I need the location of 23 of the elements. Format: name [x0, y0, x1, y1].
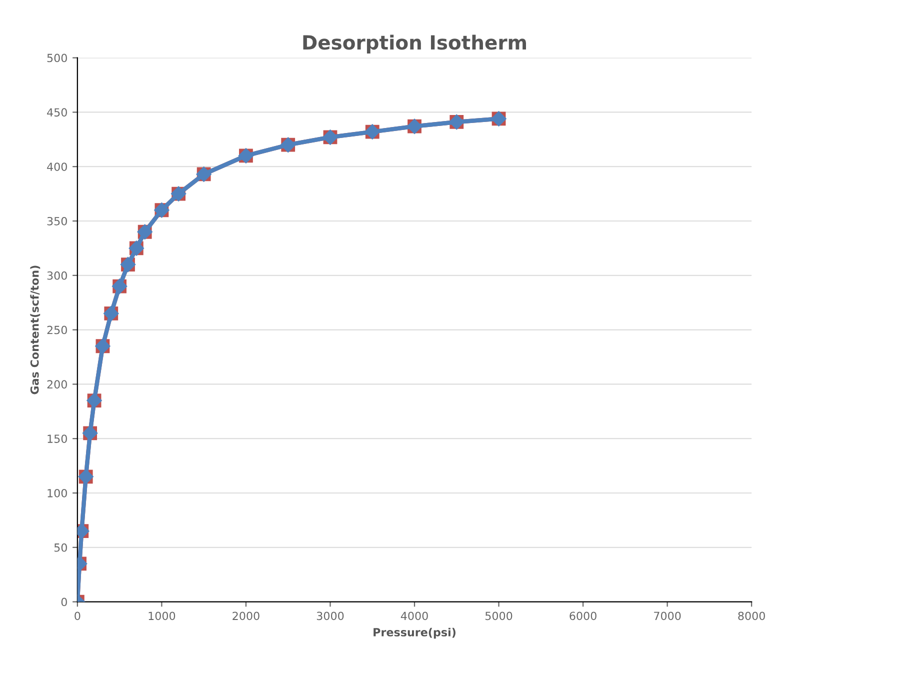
- x-tick-label: 3000: [316, 612, 344, 620]
- x-tick-label: 6000: [570, 612, 596, 620]
- x-tick-label: 5000: [485, 612, 512, 620]
- x-axis-title: Pressure(psi): [374, 628, 456, 639]
- y-axis-title: Gas Content(scf/ton): [30, 266, 40, 394]
- x-tick-label: 8000: [738, 612, 765, 620]
- chart-title: Desorption Isotherm: [303, 34, 526, 54]
- y-tick-label: 50: [54, 543, 67, 552]
- x-tick-label: 0: [74, 612, 80, 620]
- x-tick-label: 2000: [232, 612, 260, 620]
- y-tick-label: 400: [47, 162, 67, 171]
- y-tick-label: 0: [61, 598, 67, 606]
- y-tick-label: 300: [47, 271, 67, 280]
- y-tick-label: 450: [47, 108, 67, 117]
- x-tick-label: 7000: [654, 612, 681, 620]
- x-tick-label: 4000: [400, 612, 428, 620]
- y-tick-label: 200: [47, 380, 67, 389]
- y-tick-label: 100: [48, 488, 67, 498]
- y-tick-label: 500: [47, 54, 67, 62]
- y-tick-label: 350: [47, 216, 67, 226]
- y-tick-label: 250: [47, 326, 67, 334]
- y-tick-label: 150: [48, 434, 67, 443]
- x-tick-label: 1000: [148, 612, 176, 620]
